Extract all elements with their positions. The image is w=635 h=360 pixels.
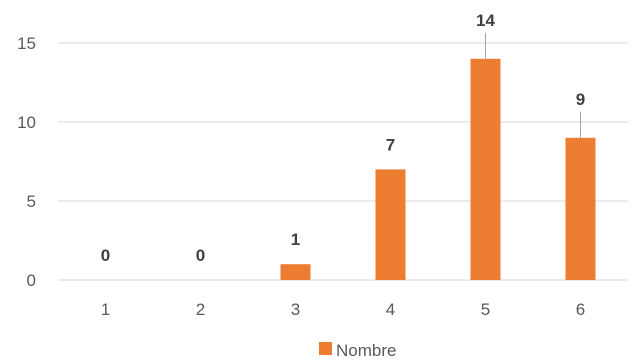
legend-swatch — [319, 342, 332, 355]
data-label: 1 — [291, 230, 300, 249]
gridlines — [58, 42, 628, 281]
x-tick-label: 1 — [101, 300, 110, 319]
x-tick-label: 3 — [291, 300, 300, 319]
data-labels: 0 0 1 7 14 9 — [101, 11, 585, 265]
y-tick-label: 10 — [17, 113, 36, 132]
bar-series — [280, 58, 596, 280]
x-tick-label: 2 — [196, 300, 205, 319]
data-label: 0 — [196, 246, 205, 265]
y-axis-ticks: 0 5 10 15 — [17, 34, 36, 290]
data-label: 14 — [476, 11, 495, 30]
bar — [280, 264, 311, 280]
y-tick-label: 15 — [17, 34, 36, 53]
y-tick-label: 0 — [27, 271, 36, 290]
leader-lines — [485, 32, 581, 138]
x-tick-label: 6 — [576, 300, 585, 319]
bar — [375, 169, 406, 280]
x-axis-ticks: 1 2 3 4 5 6 — [101, 300, 585, 319]
bar — [565, 137, 596, 280]
data-label: 7 — [386, 135, 395, 154]
data-label: 9 — [576, 90, 585, 109]
bar — [470, 58, 501, 280]
y-tick-label: 5 — [27, 192, 36, 211]
legend-label: Nombre — [336, 341, 396, 360]
data-label: 0 — [101, 246, 110, 265]
x-tick-label: 5 — [481, 300, 490, 319]
legend: Nombre — [319, 341, 396, 360]
x-tick-label: 4 — [386, 300, 395, 319]
